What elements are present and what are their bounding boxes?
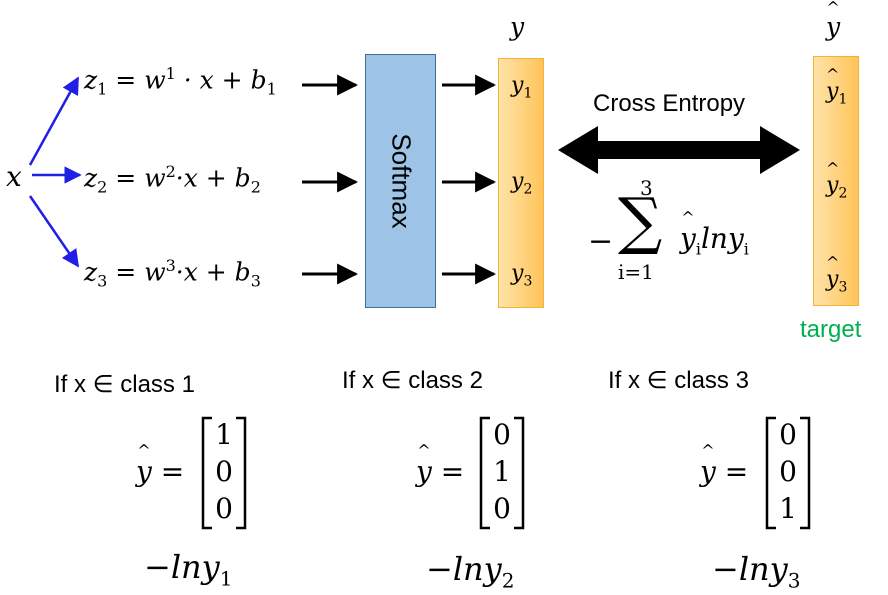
cross-entropy-formula: − 3 ∑ i=1 yilnyi (588, 176, 788, 296)
case-2-vector-entry: 0 (493, 492, 511, 525)
output-header: y (510, 12, 525, 41)
case-1-vector: 1 0 0 (211, 416, 237, 527)
output-cell-1: y1 (511, 73, 533, 102)
output-cell-3: y3 (511, 261, 533, 290)
cross-entropy-double-arrow (558, 126, 800, 174)
case-3-loss: −lny3 (712, 550, 801, 593)
case-2-vector: 0 1 0 (489, 416, 515, 527)
softmax-box: Softmax (365, 54, 436, 308)
case-1-vector-entry: 0 (215, 455, 233, 488)
case-1-vector-entry: 0 (215, 492, 233, 525)
case-2-lhs: y = (416, 441, 464, 488)
case-1-loss: −lny1 (144, 548, 233, 591)
arrow-x-to-z1 (28, 76, 80, 166)
case-3-vector: 0 0 1 (775, 416, 801, 527)
output-cell-2: y2 (511, 169, 533, 198)
matrix-bracket-1 (201, 416, 247, 530)
case-3-caption: If x ∈ class 3 (608, 367, 749, 394)
target-header: y (826, 0, 840, 41)
target-cell-1: y1 (826, 65, 847, 107)
case-3-vector-entry: 1 (779, 492, 797, 525)
case-2-caption: If x ∈ class 2 (342, 367, 483, 394)
formula-minus: − (588, 224, 614, 259)
equation-z2: z2 = w2·x + b2 (84, 162, 261, 197)
equation-z3: z3 = w3·x + b3 (84, 256, 261, 291)
target-vector: y1 y2 y3 (813, 56, 859, 306)
case-3-vector-entry: 0 (779, 418, 797, 451)
cross-entropy-label: Cross Entropy (593, 90, 746, 117)
formula-lower-limit: i=1 (618, 260, 654, 284)
case-2-loss: −lny2 (426, 550, 515, 593)
case-3-vector-entry: 0 (779, 455, 797, 488)
case-2-vector-entry: 0 (493, 418, 511, 451)
target-cell-3: y3 (826, 253, 847, 295)
matrix-bracket-3 (765, 416, 811, 530)
input-x: x (6, 160, 22, 193)
target-label: target (800, 316, 862, 343)
softmax-label: Softmax (386, 133, 416, 229)
case-3-lhs: y = (700, 441, 748, 488)
matrix-bracket-2 (479, 416, 525, 530)
equation-z1: z1 = w1 · x + b1 (84, 64, 277, 99)
target-cell-2: y2 (826, 159, 847, 201)
case-2-vector-entry: 1 (493, 455, 511, 488)
case-1-lhs: y = (136, 441, 184, 488)
case-1-vector-entry: 1 (215, 418, 233, 451)
formula-sigma: ∑ (618, 184, 663, 257)
formula-term: yilnyi (680, 208, 749, 259)
arrow-x-to-z3 (28, 195, 80, 268)
output-vector: y1 y2 y3 (498, 58, 544, 308)
formula-upper-limit: 3 (640, 176, 653, 200)
case-1-caption: If x ∈ class 1 (54, 371, 195, 398)
